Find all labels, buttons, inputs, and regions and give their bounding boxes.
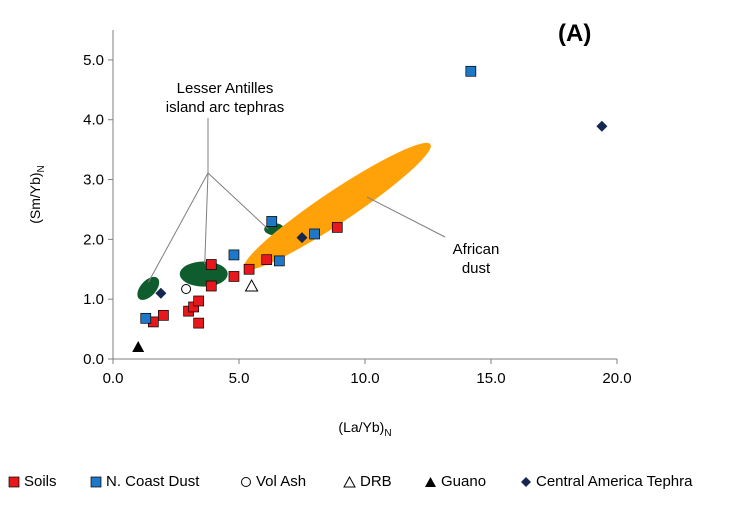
legend-label-cat: Central America Tephra xyxy=(536,473,693,490)
legend-item-soils: Soils xyxy=(8,473,57,490)
point-ncoast xyxy=(140,312,152,324)
point-soils xyxy=(243,263,255,275)
tephra-annotation: Lesser Antilles island arc tephras xyxy=(150,79,300,117)
legend-marker-volash xyxy=(241,476,251,487)
point-guano xyxy=(132,341,145,353)
point-ncoast xyxy=(465,65,477,77)
tephra-leader-a xyxy=(147,172,209,283)
tephra-leader-c xyxy=(207,172,269,230)
point-cat xyxy=(596,120,608,132)
legend-item-drb: DRB xyxy=(343,473,392,490)
point-soils xyxy=(228,271,240,282)
legend-item-volash: Vol Ash xyxy=(240,473,306,490)
tephra-label-line2: island arc tephras xyxy=(165,99,285,116)
point-ncoast xyxy=(273,255,285,267)
y-tick-label: 5.0 xyxy=(83,52,104,69)
legend-label-soils: Soils xyxy=(24,473,57,490)
x-axis-title: (La/Yb)N xyxy=(338,419,391,439)
legend-marker-guano xyxy=(425,476,436,487)
dust-annotation: African dust xyxy=(436,240,516,278)
legend: Soils N. Coast Dust Vol Ash DRB Guano Ce… xyxy=(0,473,739,495)
legend-marker-drb xyxy=(343,475,356,487)
y-tick-label: 2.0 xyxy=(83,231,104,248)
region-african_dust xyxy=(243,142,431,271)
point-volash xyxy=(181,284,192,295)
x-tick-label: 10.0 xyxy=(350,370,379,387)
point-soils xyxy=(158,309,169,321)
x-tick-label: 20.0 xyxy=(602,370,631,387)
x-tick-label: 15.0 xyxy=(476,370,505,387)
point-cat xyxy=(155,287,167,299)
y-tick-label: 1.0 xyxy=(83,291,104,308)
tephra-leader-b xyxy=(204,172,209,265)
point-cat xyxy=(296,232,308,244)
point-soils xyxy=(193,317,205,329)
x-tick-label: 5.0 xyxy=(229,370,250,387)
point-soils xyxy=(205,280,217,292)
legend-marker-cat xyxy=(521,476,531,487)
dust-label-line2: dust xyxy=(461,260,491,277)
point-drb xyxy=(244,278,259,292)
legend-marker-soils xyxy=(8,476,20,487)
y-tick-label: 0.0 xyxy=(83,351,104,368)
panel-label: (A) xyxy=(558,20,592,47)
legend-label-ncoast: N. Coast Dust xyxy=(106,473,200,490)
legend-label-drb: DRB xyxy=(360,473,392,490)
point-soils xyxy=(261,254,273,266)
legend-item-guano: Guano xyxy=(424,473,486,490)
dust-leader xyxy=(366,196,446,238)
region-tephra_b xyxy=(179,261,228,287)
legend-item-ncoast: N. Coast Dust xyxy=(90,473,199,490)
dust-label-line1: African xyxy=(452,241,500,258)
scatter-chart: 0.0 1.0 2.0 3.0 4.0 5.0 0.0 5.0 10.0 15.0 20.0 (La/… xyxy=(27,30,632,439)
y-tick-label: 4.0 xyxy=(83,112,104,129)
legend-marker-ncoast xyxy=(90,476,102,487)
point-ncoast xyxy=(309,228,320,240)
point-soils xyxy=(331,222,343,233)
region-tephra_a xyxy=(137,276,160,300)
point-soils xyxy=(193,295,205,307)
y-tick-label: 3.0 xyxy=(83,172,104,189)
point-ncoast xyxy=(228,249,240,261)
point-ncoast xyxy=(266,216,278,227)
legend-label-volash: Vol Ash xyxy=(256,473,307,490)
legend-label-guano: Guano xyxy=(441,473,487,490)
y-axis-title: (Sm/Yb)N xyxy=(27,165,47,224)
legend-item-cat: Central America Tephra xyxy=(520,473,692,490)
point-soils xyxy=(205,259,217,270)
tephra-label-line1: Lesser Antilles xyxy=(176,80,274,97)
x-tick-label: 0.0 xyxy=(103,370,124,387)
